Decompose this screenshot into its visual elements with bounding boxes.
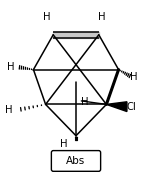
- Polygon shape: [106, 102, 127, 112]
- Polygon shape: [53, 32, 99, 38]
- Text: H: H: [7, 62, 14, 72]
- Text: Cl: Cl: [127, 102, 136, 112]
- Text: H: H: [130, 72, 138, 82]
- Text: H: H: [5, 105, 13, 116]
- Text: H: H: [60, 139, 68, 149]
- Text: H: H: [43, 12, 51, 22]
- FancyBboxPatch shape: [51, 151, 101, 171]
- Text: H: H: [98, 12, 106, 22]
- Text: Abs: Abs: [66, 156, 86, 166]
- Text: H: H: [81, 97, 88, 107]
